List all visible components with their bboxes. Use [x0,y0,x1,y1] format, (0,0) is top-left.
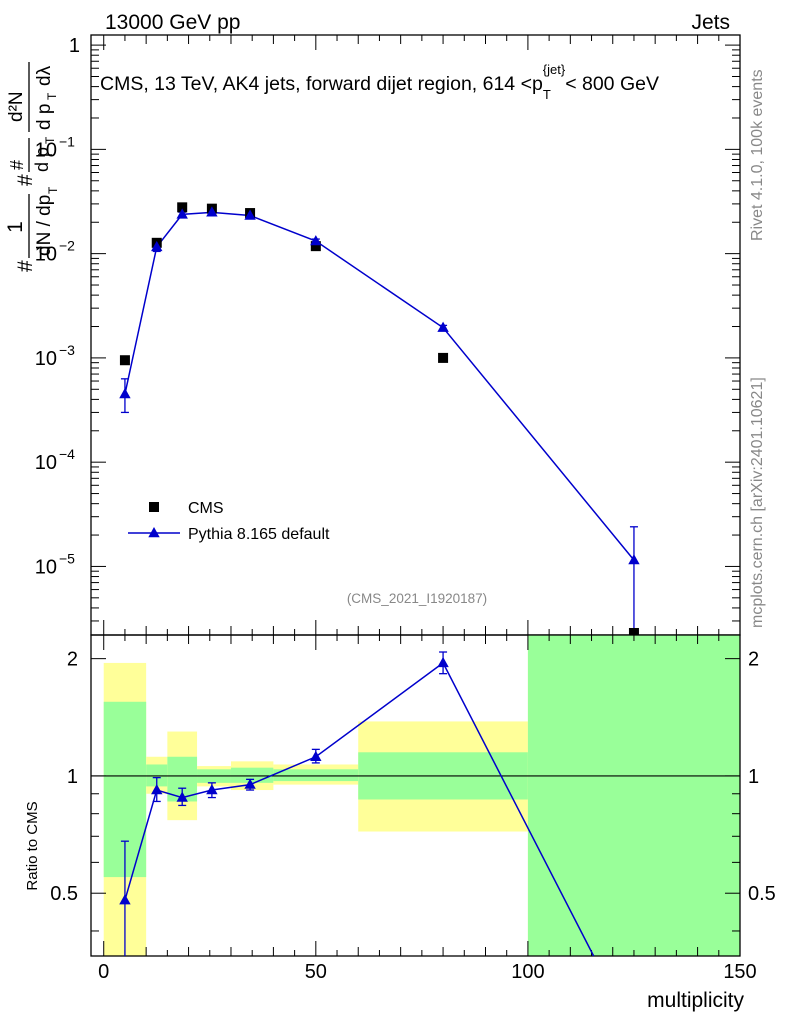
y-tick-exponent: −1 [59,133,75,149]
ratio-series-line [124,661,595,957]
y-tick-label: 10 [35,348,57,370]
ratio-y-tick-label-right: 0.5 [748,883,776,905]
legend-cms-marker [149,502,159,512]
main-y-axis-label: # 1 dN / dp T # # d p T d²N d p T dλ [4,62,60,272]
pythia-data-point [628,554,640,565]
pythia-data-point [119,388,131,399]
ratio-y-tick-label: 2 [67,649,78,671]
ratio-y-tick-label-right: 2 [748,649,759,671]
cms-data-point [438,352,449,363]
x-tick-label: 0 [98,961,109,983]
analysis-tag: (CMS_2021_I1920187) [347,591,487,606]
ratio-plot-area: 0 50 100 150 0.5 0.5 1 1 2 2 [50,35,776,983]
pythia-data-point [244,209,256,220]
y-tick-exponent: −4 [59,446,75,462]
category-label: Jets [691,11,730,34]
ratio-band-inner [273,769,359,782]
ratio-frame [90,634,741,957]
x-tick-label: 150 [723,961,756,983]
ratio-data-point [437,656,449,668]
svg-text:d p: d p [34,104,55,130]
ratio-data-point [176,791,188,802]
ratio-data-point [244,778,256,789]
y-tick-label: 1 [69,35,80,57]
rivet-version-label: Rivet 4.1.0, 100k events [749,69,766,241]
pythia-data-point [206,206,218,217]
ratio-band-inner [230,767,274,783]
y-tick-exponent: −3 [59,342,75,358]
cms-data-point [310,241,321,252]
pythia-data-point [310,235,322,246]
y-tick-exponent: −2 [59,238,75,254]
main-frame [90,34,741,636]
cms-data-point [177,202,188,213]
y-tick-label: 10 [35,139,57,161]
legend-pythia-marker [148,527,160,538]
mcplots-label: mcplots.cern.ch [arXiv:2401.10621] [749,377,766,628]
svg-text:#: # [14,174,37,186]
svg-text:d²N: d²N [6,91,27,122]
pythia-data-point [151,240,163,252]
legend-pythia-label: Pythia 8.165 default [188,526,330,543]
x-tick-label: 100 [511,961,544,983]
y-tick-label: 10 [35,244,57,266]
svg-text:dN / dp: dN / dp [34,195,55,256]
svg-text:T: T [43,136,57,144]
cms-data-point [119,355,130,366]
svg-text:T: T [45,92,59,100]
svg-text:T: T [46,186,60,194]
ratio-y-tick-label-right: 1 [748,766,759,788]
x-tick-label: 50 [305,961,327,983]
ratio-data-point [310,750,322,761]
pythia-data-point [437,321,449,332]
ratio-band-inner [527,635,740,956]
ratio-data-point [119,894,131,905]
svg-text:#: # [14,260,37,272]
legend-cms-label: CMS [188,500,224,517]
ratio-y-axis-label: Ratio to CMS [24,801,41,890]
svg-text:1: 1 [4,221,27,233]
svg-text:#: # [7,160,27,170]
main-plot-title: CMS, 13 TeV, AK4 jets, forward dijet reg… [100,62,659,102]
pythia-data-point [176,208,188,219]
ratio-y-tick-label: 1 [67,766,78,788]
y-tick-exponent: −5 [59,550,75,566]
ratio-data-point [151,784,163,795]
y-tick-label: 10 [35,556,57,578]
ratio-data-point [206,784,218,795]
ratio-y-tick-label: 0.5 [50,883,78,905]
collision-label: 13000 GeV pp [105,11,240,34]
svg-text:dλ: dλ [34,65,55,86]
svg-text:d p: d p [32,147,52,172]
y-tick-label: 10 [35,452,57,474]
x-axis-label: multiplicity [647,989,744,1012]
